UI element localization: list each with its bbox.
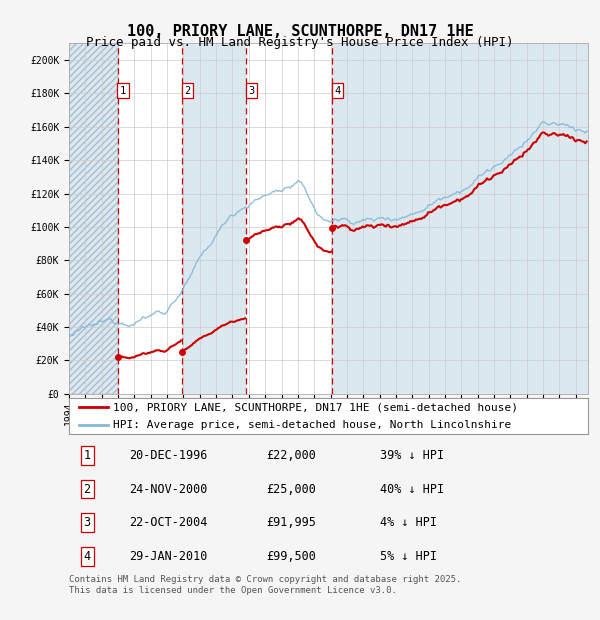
Bar [182,43,246,394]
Text: 24-NOV-2000: 24-NOV-2000 [128,482,207,495]
Text: 1: 1 [83,449,91,462]
Text: 4: 4 [334,86,341,95]
Text: 5% ↓ HPI: 5% ↓ HPI [380,550,437,563]
Text: 39% ↓ HPI: 39% ↓ HPI [380,449,445,462]
Text: 20-DEC-1996: 20-DEC-1996 [128,449,207,462]
Text: £91,995: £91,995 [266,516,316,529]
Bar [69,43,118,394]
Text: 2: 2 [184,86,190,95]
Text: 2: 2 [83,482,91,495]
Text: 100, PRIORY LANE, SCUNTHORPE, DN17 1HE (semi-detached house): 100, PRIORY LANE, SCUNTHORPE, DN17 1HE (… [113,402,518,412]
Text: 40% ↓ HPI: 40% ↓ HPI [380,482,445,495]
Text: Contains HM Land Registry data © Crown copyright and database right 2025.
This d: Contains HM Land Registry data © Crown c… [69,575,461,595]
Bar [332,43,588,394]
Text: £22,000: £22,000 [266,449,316,462]
Text: £25,000: £25,000 [266,482,316,495]
Text: £99,500: £99,500 [266,550,316,563]
Text: 4% ↓ HPI: 4% ↓ HPI [380,516,437,529]
Text: HPI: Average price, semi-detached house, North Lincolnshire: HPI: Average price, semi-detached house,… [113,420,511,430]
Text: 4: 4 [83,550,91,563]
Text: Price paid vs. HM Land Registry's House Price Index (HPI): Price paid vs. HM Land Registry's House … [86,36,514,49]
Text: 3: 3 [248,86,254,95]
Text: 3: 3 [83,516,91,529]
Text: 29-JAN-2010: 29-JAN-2010 [128,550,207,563]
Text: 1: 1 [120,86,126,95]
Text: 22-OCT-2004: 22-OCT-2004 [128,516,207,529]
Bar [69,43,118,394]
Text: 100, PRIORY LANE, SCUNTHORPE, DN17 1HE: 100, PRIORY LANE, SCUNTHORPE, DN17 1HE [127,24,473,38]
